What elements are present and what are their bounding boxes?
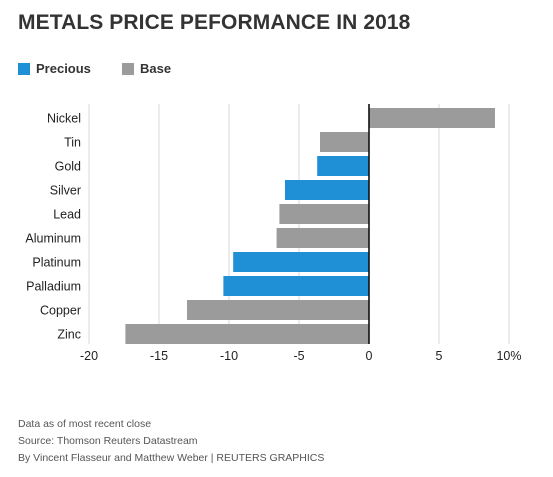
bars	[125, 108, 495, 344]
category-label-gold: Gold	[55, 160, 81, 174]
legend-label-precious: Precious	[36, 61, 91, 76]
category-label-zinc: Zinc	[57, 328, 81, 342]
x-tick-label: 0	[366, 349, 373, 363]
chart-title: METALS PRICE PEFORMANCE IN 2018	[18, 11, 411, 34]
category-label-copper: Copper	[40, 304, 81, 318]
chart-notes: Data as of most recent close Source: Tho…	[18, 416, 324, 467]
bar-aluminum	[276, 228, 369, 248]
bar-palladium	[223, 276, 369, 296]
category-labels: Nickel Tin Gold Silver Lead Aluminum Platinum P…	[25, 112, 81, 342]
category-label-nickel: Nickel	[47, 112, 81, 126]
x-tick-label: -10	[220, 349, 238, 363]
x-tick-label: 5	[436, 349, 443, 363]
note-source: Source: Thomson Reuters Datastream	[18, 435, 198, 447]
bar-platinum	[233, 252, 369, 272]
note-data-date: Data as of most recent close	[18, 418, 152, 430]
x-tick-label: -20	[80, 349, 98, 363]
legend-swatch-base	[122, 63, 134, 75]
bar-chart: Nickel Tin Gold Silver Lead Aluminum Platinum P…	[25, 104, 522, 363]
x-tick-labels: -20 -15 -10 -5 0 5 10%	[80, 349, 522, 363]
legend-swatch-precious	[18, 63, 30, 75]
bar-nickel	[369, 108, 495, 128]
bar-tin	[320, 132, 369, 152]
bar-silver	[285, 180, 369, 200]
note-credit: By Vincent Flasseur and Matthew Weber | …	[18, 452, 325, 464]
category-label-palladium: Palladium	[26, 280, 81, 294]
bar-gold	[317, 156, 369, 176]
x-tick-label: -5	[293, 349, 304, 363]
legend-label-base: Base	[140, 61, 172, 76]
category-label-lead: Lead	[53, 208, 81, 222]
category-label-silver: Silver	[50, 184, 81, 198]
category-label-tin: Tin	[64, 136, 81, 150]
x-tick-label: -15	[150, 349, 168, 363]
category-label-platinum: Platinum	[32, 256, 81, 270]
bar-copper	[187, 300, 369, 320]
category-label-aluminum: Aluminum	[25, 232, 81, 246]
bar-zinc	[125, 324, 370, 344]
bar-lead	[279, 204, 369, 224]
x-tick-label: 10%	[496, 349, 521, 363]
